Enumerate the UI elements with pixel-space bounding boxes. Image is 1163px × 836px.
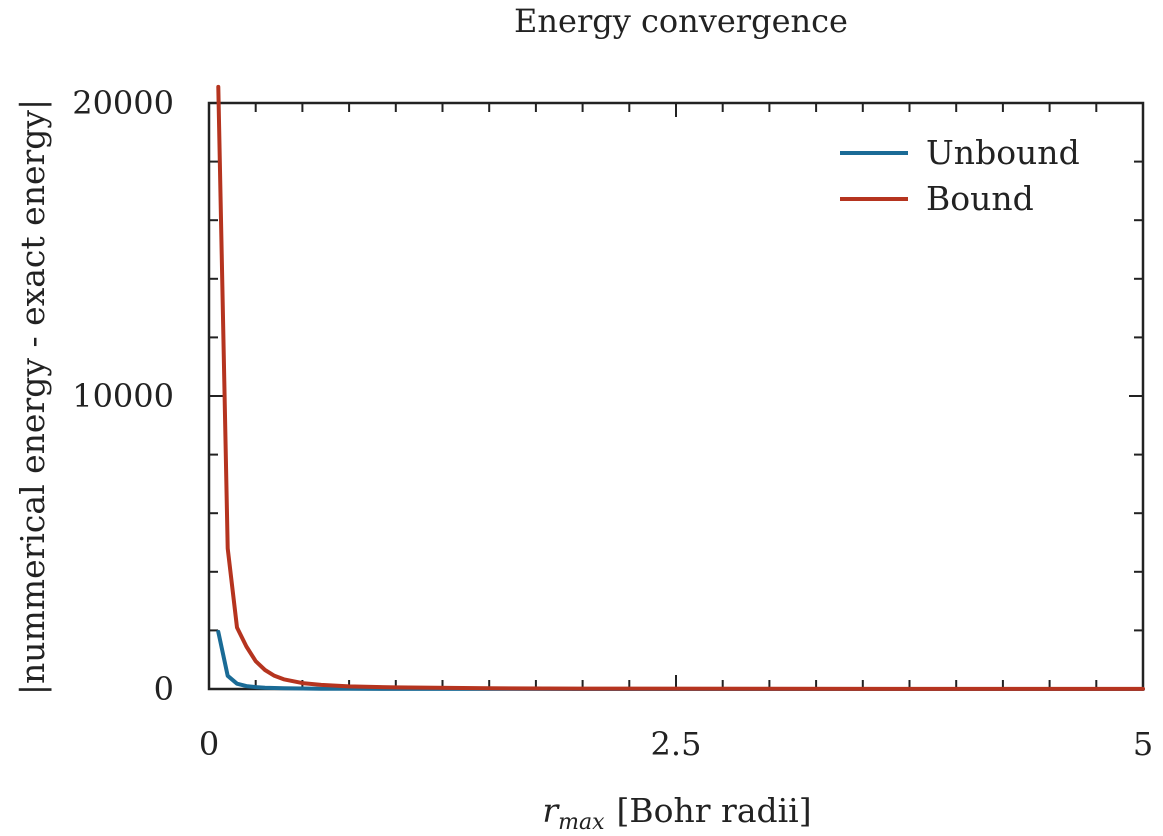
x-axis-label-unit: [Bohr radii]: [617, 791, 812, 830]
legend-label-bound: Bound: [926, 179, 1034, 218]
x-axis-label-sub: max: [558, 810, 605, 835]
y-tick-label: 20000: [72, 84, 174, 122]
series-line-bound: [216, 84, 1145, 691]
x-axis-label-main: r: [542, 791, 560, 830]
legend: Unbound Bound: [840, 133, 1080, 218]
x-tick-label: 5: [1133, 725, 1153, 763]
x-axis-label: rmax [Bohr radii]: [542, 791, 811, 835]
y-axis-label: |nummerical energy - exact energy|: [13, 99, 52, 695]
x-tick-label: 2.5: [651, 725, 702, 763]
x-tick-label: 0: [199, 725, 219, 763]
axis-tick-labels: 0 2.5 5 0 10000 20000: [72, 84, 1153, 763]
series-lines: [216, 84, 1145, 691]
series-line-unbound: [216, 629, 1145, 691]
y-tick-label: 10000: [72, 377, 174, 415]
legend-label-unbound: Unbound: [926, 133, 1080, 172]
chart-title: Energy convergence: [514, 2, 848, 40]
y-tick-label: 0: [154, 670, 174, 708]
